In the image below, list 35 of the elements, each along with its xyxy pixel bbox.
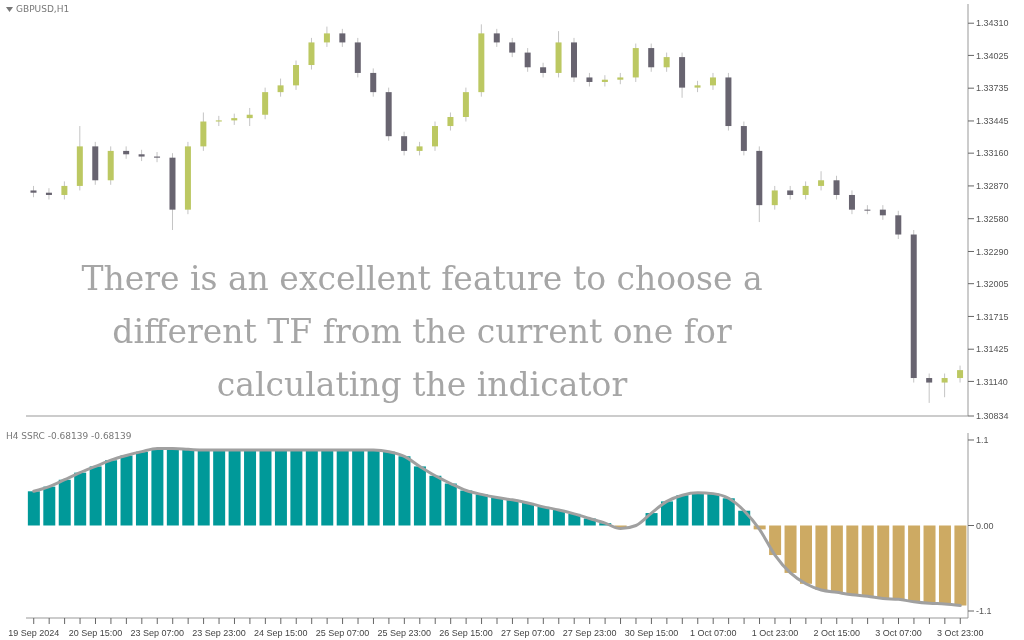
y-tick-label: 1.32005 bbox=[976, 278, 1009, 289]
y-tick-label: 1.31425 bbox=[976, 344, 1009, 355]
x-tick-label: 25 Sep 07:00 bbox=[315, 628, 370, 638]
y-tick-label: 0.00 bbox=[976, 520, 994, 531]
x-tick-label: 3 Oct 23:00 bbox=[937, 628, 984, 638]
y-tick-label: 1.34025 bbox=[976, 50, 1009, 61]
x-tick-label: 19 Sep 2024 bbox=[8, 628, 60, 638]
y-tick-label: 1.33160 bbox=[976, 148, 1009, 159]
y-tick-label: 1.32290 bbox=[976, 246, 1009, 257]
chart-title: H4 SSRC -0.68139 -0.68139 bbox=[6, 431, 132, 441]
y-tick-label: 1.1 bbox=[976, 435, 989, 446]
x-tick-label: 27 Sep 23:00 bbox=[562, 628, 617, 638]
x-tick-label: 23 Sep 07:00 bbox=[130, 628, 185, 638]
x-tick-label: 25 Sep 23:00 bbox=[377, 628, 432, 638]
annotation: There is an excellent feature to choose a different TF from the current one for calculating the indicator bbox=[80, 258, 764, 406]
y-tick-label: -1.1 bbox=[976, 606, 992, 617]
y-tick-label: 1.32870 bbox=[976, 181, 1009, 192]
y-tick-label: 1.32580 bbox=[976, 213, 1009, 224]
x-tick-label: 26 Sep 15:00 bbox=[439, 628, 493, 638]
x-tick-label: 23 Sep 23:00 bbox=[192, 628, 246, 638]
x-tick-label: 30 Sep 15:00 bbox=[624, 628, 679, 638]
x-tick-label: 20 Sep 15:00 bbox=[68, 628, 123, 638]
chart-title: GBPUSD,H1 bbox=[16, 4, 70, 14]
y-tick-label: 1.34310 bbox=[976, 18, 1009, 29]
x-tick-label: 3 Oct 07:00 bbox=[875, 628, 922, 638]
y-tick-label: 1.31140 bbox=[976, 376, 1008, 387]
y-tick-label: 1.31715 bbox=[976, 311, 1009, 322]
y-tick-label: 1.30834 bbox=[976, 411, 1009, 422]
x-tick-label: 1 Oct 23:00 bbox=[751, 628, 799, 638]
y-tick-label: 1.33445 bbox=[976, 116, 1009, 127]
x-tick-label: 27 Sep 07:00 bbox=[501, 628, 555, 638]
x-tick-label: 24 Sep 15:00 bbox=[254, 628, 308, 638]
x-tick-label: 1 Oct 07:00 bbox=[689, 628, 737, 638]
x-tick-label: 2 Oct 15:00 bbox=[813, 628, 860, 638]
y-tick-label: 1.33735 bbox=[976, 83, 1009, 94]
